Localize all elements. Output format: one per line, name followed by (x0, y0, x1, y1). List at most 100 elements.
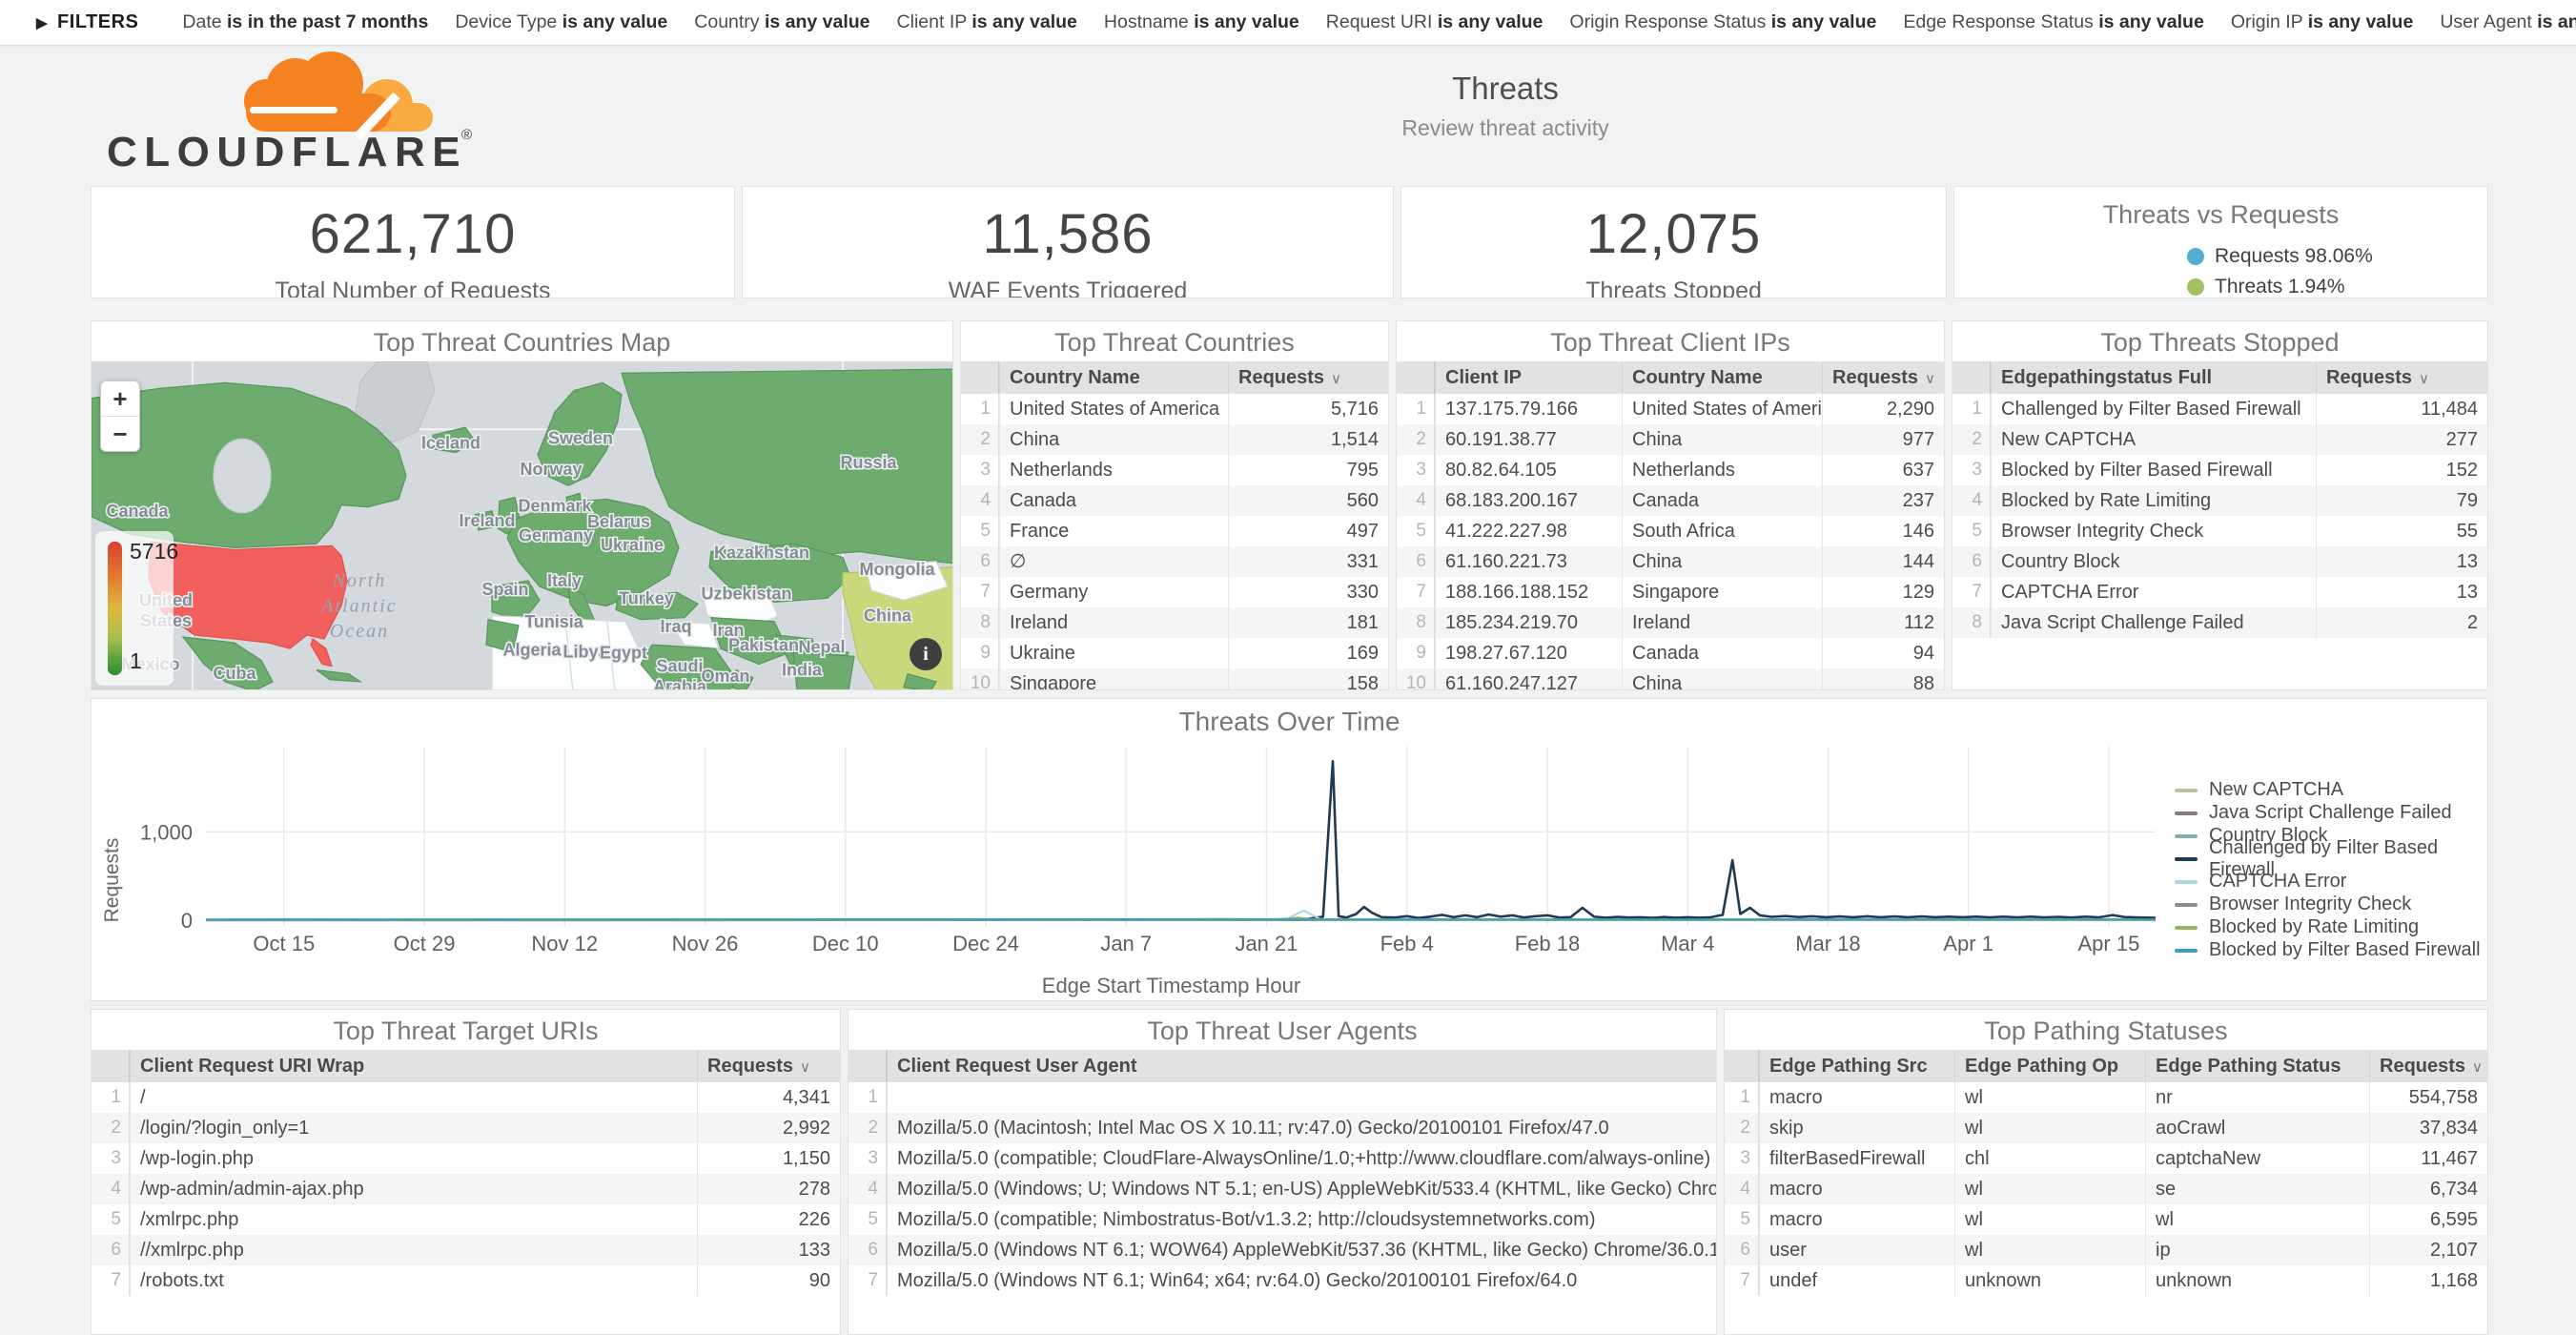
legend-item[interactable]: Threats 1.94% (2187, 276, 2487, 298)
table-row[interactable]: 5 macro wl wl 6,595 (1725, 1204, 2487, 1235)
filter-chip[interactable]: Client IP is any value (896, 11, 1077, 32)
filter-chip[interactable]: Country is any value (694, 11, 870, 32)
table-cell: 198.27.67.120 (1435, 638, 1622, 668)
table-row[interactable]: 8 Java Script Challenge Failed 2 (1952, 607, 2487, 638)
map-zoom-out-button[interactable]: − (101, 416, 139, 451)
table-row[interactable]: 3 Blocked by Filter Based Firewall 152 (1952, 455, 2487, 485)
table-row[interactable]: 2/login/?login_only=1 2,992 (92, 1113, 840, 1143)
table-row[interactable]: 1 (848, 1082, 1716, 1113)
column-header[interactable] (1952, 361, 1991, 394)
table-row[interactable]: 4 macro wl se 6,734 (1725, 1174, 2487, 1204)
table-row[interactable]: 5 Mozilla/5.0 (compatible; Nimbostratus-B… (848, 1204, 1716, 1235)
filter-chip[interactable]: Hostname is any value (1103, 11, 1299, 32)
table-row[interactable]: 9 Ukraine 169 (961, 638, 1388, 668)
table-row[interactable]: 6 Country Block 13 (1952, 546, 2487, 577)
column-header[interactable]: Country Name (1622, 361, 1822, 394)
table-row[interactable]: 7 Mozilla/5.0 (Windows NT 6.1; Win64; x64… (848, 1265, 1716, 1296)
column-header[interactable] (848, 1050, 887, 1082)
table-row[interactable]: 7 undef unknown unknown 1,168 (1725, 1265, 2487, 1296)
column-header[interactable]: Requests ∨ (2316, 361, 2487, 394)
table-row[interactable]: 5 41.222.227.98 South Africa 146 (1397, 516, 1944, 546)
table-row[interactable]: 7 Germany 330 (961, 577, 1388, 607)
filter-chip[interactable]: Origin IP is any value (2230, 11, 2414, 32)
table-row[interactable]: 2 60.191.38.77 China 977 (1397, 424, 1944, 455)
table-row[interactable]: 1/4,341 (92, 1082, 840, 1113)
chart-legend-item[interactable]: New CAPTCHA (2175, 779, 2487, 800)
table-row[interactable]: 4 Blocked by Rate Limiting 79 (1952, 485, 2487, 516)
table-row[interactable]: 3 filterBasedFirewall chl captchaNew 11,467 (1725, 1143, 2487, 1174)
table-row[interactable]: 3 Netherlands 795 (961, 455, 1388, 485)
column-header[interactable]: Requests ∨ (1228, 361, 1388, 394)
chart-legend-item[interactable]: Blocked by Filter Based Firewall (2175, 939, 2487, 960)
table-row[interactable]: 4 Mozilla/5.0 (Windows; U; Windows NT 5.1… (848, 1174, 1716, 1204)
filter-chip[interactable]: Request URI is any value (1325, 11, 1544, 32)
table-row[interactable]: 10 Singapore 158 (961, 668, 1388, 689)
threats-over-time-chart[interactable]: Oct 15 Oct 29 Nov 12 Nov 26 Dec 10 Dec 24 Jan … (92, 739, 2487, 1000)
column-header[interactable]: Edge Pathing Op (1954, 1050, 2145, 1082)
table-row[interactable]: 8 Ireland 181 (961, 607, 1388, 638)
table-row[interactable]: 4 68.183.200.167 Canada 237 (1397, 485, 1944, 516)
table-row[interactable]: 2 skip wl aoCrawl 37,834 (1725, 1113, 2487, 1143)
column-header[interactable]: Requests ∨ (2369, 1050, 2487, 1082)
column-header[interactable]: Edge Pathing Src (1759, 1050, 1954, 1082)
column-header[interactable]: Edgepathingstatus Full (1991, 361, 2316, 394)
table-row[interactable]: 8 185.234.219.70 Ireland 112 (1397, 607, 1944, 638)
table-row[interactable]: 5 France 497 (961, 516, 1388, 546)
table-row[interactable]: 6//xmlrpc.php 133 (92, 1235, 840, 1265)
chart-legend-item[interactable]: Challenged by Filter Based Firewall (2175, 837, 2487, 880)
column-header[interactable]: Edge Pathing Status (2145, 1050, 2369, 1082)
column-header[interactable]: Requests ∨ (1822, 361, 1944, 394)
table-row[interactable]: 1 macro wl nr 554,758 (1725, 1082, 2487, 1113)
column-header[interactable]: Client Request User Agent (887, 1050, 1716, 1082)
filter-chip[interactable]: User Agent is any value (2440, 11, 2576, 32)
table-row[interactable]: 6 ∅ 331 (961, 546, 1388, 577)
column-header[interactable] (1725, 1050, 1759, 1082)
table-cell: 331 (1228, 546, 1388, 577)
column-header[interactable] (92, 1050, 130, 1082)
filters-toggle[interactable]: ▶ FILTERS (36, 11, 138, 33)
table-row[interactable]: 1 United States of America 5,716 (961, 394, 1388, 424)
table-row[interactable]: 6 61.160.221.73 China 144 (1397, 546, 1944, 577)
card-title: Threats vs Requests (2102, 200, 2340, 229)
column-header[interactable] (1397, 361, 1435, 394)
table-row[interactable]: 7 CAPTCHA Error 13 (1952, 577, 2487, 607)
table-row[interactable]: 3 80.82.64.105 Netherlands 637 (1397, 455, 1944, 485)
table-row[interactable]: 6 Mozilla/5.0 (Windows NT 6.1; WOW64) App… (848, 1235, 1716, 1265)
map-info-button[interactable]: i (910, 638, 942, 670)
table-row[interactable]: 1 Challenged by Filter Based Firewall 11,4… (1952, 394, 2487, 424)
table-row[interactable]: 3/wp-login.php 1,150 (92, 1143, 840, 1174)
filter-chip[interactable]: Date is in the past 7 months (182, 11, 429, 32)
table-row[interactable]: 6 user wl ip 2,107 (1725, 1235, 2487, 1265)
map-country-mongolia (865, 560, 949, 601)
table-row[interactable]: 7 188.166.188.152 Singapore 129 (1397, 577, 1944, 607)
table-row[interactable]: 10 61.160.247.127 China 88 (1397, 668, 1944, 689)
table-row[interactable]: 4/wp-admin/admin-ajax.php 278 (92, 1174, 840, 1204)
table-row[interactable]: 2 New CAPTCHA 277 (1952, 424, 2487, 455)
table-row[interactable]: 5 Browser Integrity Check 55 (1952, 516, 2487, 546)
table-row[interactable]: 7/robots.txt 90 (92, 1265, 840, 1296)
chart-legend-item[interactable]: CAPTCHA Error (2175, 871, 2487, 892)
column-header[interactable]: Client IP (1435, 361, 1622, 394)
chart-legend-item[interactable]: Java Script Challenge Failed (2175, 802, 2487, 823)
filter-chip[interactable]: Origin Response Status is any value (1569, 11, 1877, 32)
chart-legend-item[interactable]: Blocked by Rate Limiting (2175, 916, 2487, 937)
table-row[interactable]: 9 198.27.67.120 Canada 94 (1397, 638, 1944, 668)
table-row[interactable]: 4 Canada 560 (961, 485, 1388, 516)
chart-legend-item[interactable]: Browser Integrity Check (2175, 893, 2487, 914)
column-header[interactable]: Client Request URI Wrap (130, 1050, 697, 1082)
legend-item[interactable]: Requests 98.06% (2187, 245, 2487, 268)
row-number: 6 (1397, 546, 1435, 577)
table-row[interactable]: 1 137.175.79.166 United States of America 2… (1397, 394, 1944, 424)
column-header[interactable] (961, 361, 999, 394)
column-header[interactable]: Requests ∨ (697, 1050, 840, 1082)
table-row[interactable]: 5/xmlrpc.php 226 (92, 1204, 840, 1235)
table-row[interactable]: 3 Mozilla/5.0 (compatible; CloudFlare-Alw… (848, 1143, 1716, 1174)
column-header[interactable]: Country Name (999, 361, 1228, 394)
filter-chip[interactable]: Edge Response Status is any value (1903, 11, 2204, 32)
filter-chip[interactable]: Device Type is any value (455, 11, 668, 32)
chart-legend-item[interactable]: Country Block (2175, 825, 2487, 846)
table-row[interactable]: 2 Mozilla/5.0 (Macintosh; Intel Mac OS X … (848, 1113, 1716, 1143)
table-row[interactable]: 2 China 1,514 (961, 424, 1388, 455)
map-zoom-in-button[interactable]: + (112, 384, 128, 413)
